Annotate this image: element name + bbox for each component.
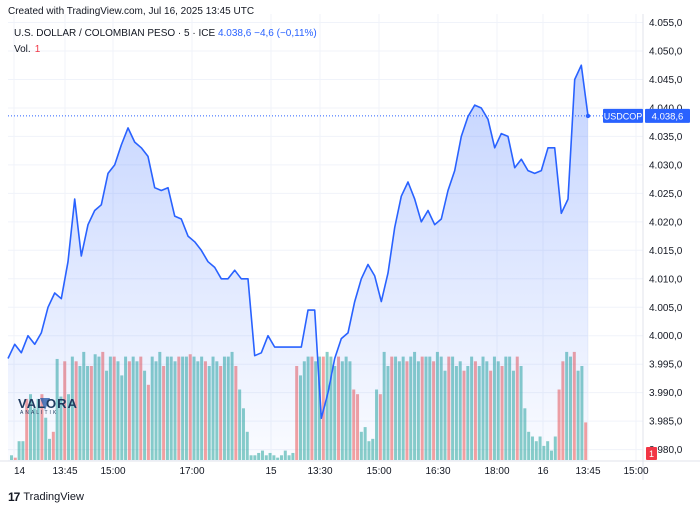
- y-tick-label: 4.015,0: [649, 246, 683, 257]
- y-tick-label: 3.980,0: [649, 445, 683, 456]
- x-tick-label: 16:30: [425, 466, 450, 477]
- x-tick-label: 16: [537, 466, 549, 477]
- y-tick-label: 3.985,0: [649, 417, 683, 428]
- x-tick-label: 17:00: [179, 466, 204, 477]
- price-line: [7, 64, 589, 420]
- x-tick-label: 15:00: [366, 466, 391, 477]
- y-tick-label: 4.055,0: [649, 18, 683, 29]
- y-tick-label: 4.045,0: [649, 75, 683, 86]
- x-tick-label: 18:00: [484, 466, 509, 477]
- y-tick-label: 4.020,0: [649, 217, 683, 228]
- valora-watermark: VALORA ANALITIK: [18, 396, 78, 416]
- x-tick-label: 13:45: [575, 466, 600, 477]
- y-tick-label: 4.000,0: [649, 331, 683, 342]
- x-tick-label: 15:00: [100, 466, 125, 477]
- y-tick-label: 4.035,0: [649, 132, 683, 143]
- symbol-tag-box: [603, 108, 643, 123]
- y-tick-label: 4.005,0: [649, 303, 683, 314]
- volume-value: 1: [34, 44, 41, 55]
- tradingview-footer[interactable]: 17 TradingView: [8, 490, 84, 504]
- x-tick-label: 15: [265, 466, 277, 477]
- tradingview-brand: TradingView: [23, 491, 84, 503]
- volume-badge-box: [646, 447, 657, 460]
- volume-label: Vol.: [14, 44, 31, 55]
- watermark-logo-text: VALORA: [18, 396, 78, 411]
- y-tick-label: 4.050,0: [649, 47, 683, 58]
- volume-badge-text: 1: [649, 449, 654, 459]
- x-tick-label: 13:45: [52, 466, 77, 477]
- y-tick-label: 3.995,0: [649, 360, 683, 371]
- y-tick-label: 4.025,0: [649, 189, 683, 200]
- change-readout: −4,6 (−0,11%): [254, 28, 317, 39]
- symbol-description: U.S. DOLLAR / COLOMBIAN PESO · 5 · ICE: [14, 28, 216, 39]
- symbol-tag-text: USDCOP: [604, 111, 643, 121]
- price-tag-box: [645, 108, 690, 123]
- last-price-readout: 4.038,6: [217, 28, 252, 39]
- watermark-logo-subtext: ANALITIK: [20, 410, 59, 416]
- x-tick-label: 13:30: [307, 466, 332, 477]
- y-tick-label: 3.990,0: [649, 388, 683, 399]
- volume-legend[interactable]: Vol. 1: [14, 44, 40, 55]
- watermark-mark-icon: [40, 398, 50, 410]
- y-tick-label: 4.010,0: [649, 274, 683, 285]
- x-tick-label: 14: [14, 466, 26, 477]
- x-tick-label: 15:00: [623, 466, 648, 477]
- created-with-note: Created with TradingView.com, Jul 16, 20…: [8, 6, 255, 17]
- symbol-legend[interactable]: U.S. DOLLAR / COLOMBIAN PESO · 5 · ICE 4…: [14, 28, 317, 39]
- y-tick-label: 4.030,0: [649, 160, 683, 171]
- price-area-fill: [8, 65, 588, 461]
- last-price-dot: [585, 113, 591, 119]
- price-tag-text: 4.038,6: [652, 111, 684, 122]
- tradingview-logo-icon: 17: [8, 490, 20, 504]
